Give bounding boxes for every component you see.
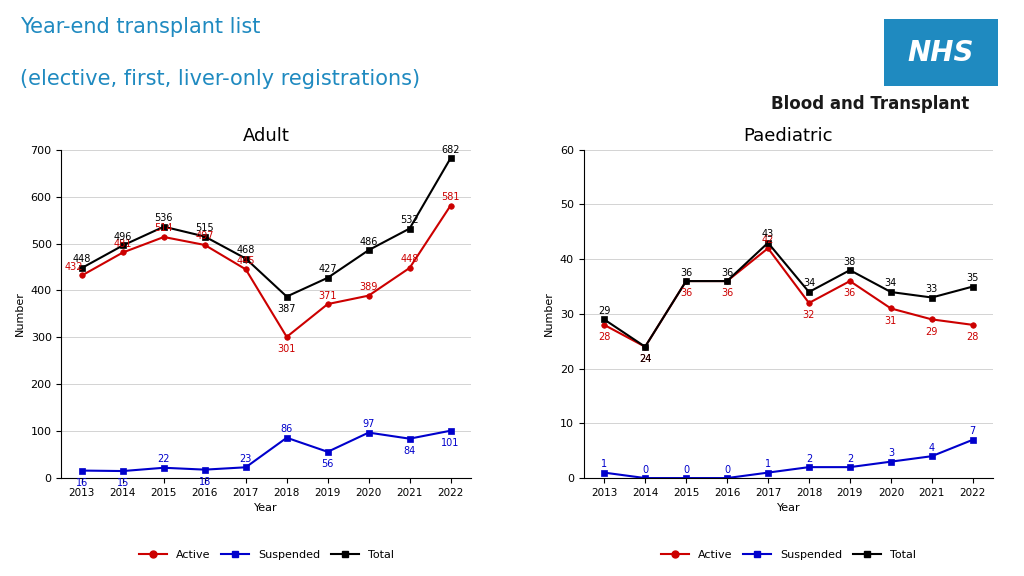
Text: 86: 86 (281, 424, 293, 434)
Text: 36: 36 (680, 267, 692, 278)
Text: 32: 32 (803, 310, 815, 320)
Text: 23: 23 (240, 454, 252, 464)
Text: 24: 24 (639, 354, 651, 364)
Text: 24: 24 (639, 354, 651, 364)
Text: 515: 515 (196, 223, 214, 233)
Text: 497: 497 (196, 232, 214, 241)
Text: 2: 2 (806, 453, 812, 464)
Text: 2: 2 (847, 453, 853, 464)
Text: 514: 514 (155, 223, 173, 233)
Text: 0: 0 (683, 464, 689, 475)
Text: 36: 36 (680, 289, 692, 298)
Text: 33: 33 (926, 284, 938, 294)
Text: 427: 427 (318, 264, 337, 274)
Text: 28: 28 (967, 332, 979, 342)
Title: Paediatric: Paediatric (743, 127, 834, 145)
Text: 682: 682 (441, 145, 460, 154)
Text: 0: 0 (642, 464, 648, 475)
Text: 1: 1 (601, 459, 607, 469)
Text: 29: 29 (926, 327, 938, 336)
Text: 15: 15 (117, 478, 129, 488)
Text: 22: 22 (158, 454, 170, 464)
Text: 4: 4 (929, 442, 935, 453)
Text: 84: 84 (403, 446, 416, 456)
Text: 481: 481 (114, 239, 132, 249)
Text: 532: 532 (400, 215, 419, 225)
Text: 16: 16 (76, 478, 88, 488)
X-axis label: Year: Year (254, 503, 279, 513)
Text: 0: 0 (724, 464, 730, 475)
Text: 432: 432 (65, 262, 83, 272)
Text: 496: 496 (114, 232, 132, 242)
Text: 36: 36 (844, 289, 856, 298)
Text: 536: 536 (155, 213, 173, 223)
Text: 486: 486 (359, 237, 378, 247)
Text: 1: 1 (765, 459, 771, 469)
Legend: Active, Suspended, Total: Active, Suspended, Total (656, 545, 921, 564)
Text: 3: 3 (888, 448, 894, 458)
Legend: Active, Suspended, Total: Active, Suspended, Total (134, 545, 398, 564)
Text: 18: 18 (199, 477, 211, 487)
Y-axis label: Number: Number (15, 291, 25, 336)
Text: 101: 101 (441, 438, 460, 448)
Text: 56: 56 (322, 459, 334, 469)
Text: 448: 448 (73, 255, 91, 264)
Text: 28: 28 (598, 332, 610, 342)
Text: 34: 34 (885, 278, 897, 289)
Text: 36: 36 (721, 289, 733, 298)
X-axis label: Year: Year (776, 503, 801, 513)
Text: NHS: NHS (907, 39, 974, 67)
Text: 371: 371 (318, 290, 337, 301)
Text: 445: 445 (237, 256, 255, 266)
Y-axis label: Number: Number (545, 291, 554, 336)
Title: Adult: Adult (243, 127, 290, 145)
Text: 387: 387 (278, 304, 296, 314)
Text: 42: 42 (762, 234, 774, 245)
Text: 448: 448 (400, 255, 419, 264)
Text: 581: 581 (441, 192, 460, 202)
Text: 97: 97 (362, 419, 375, 429)
Text: 301: 301 (278, 344, 296, 354)
Text: 7: 7 (970, 426, 976, 436)
Text: 468: 468 (237, 245, 255, 255)
Text: 31: 31 (885, 316, 897, 325)
Text: 35: 35 (967, 273, 979, 283)
Text: Year-end transplant list: Year-end transplant list (20, 17, 261, 37)
Text: (elective, first, liver-only registrations): (elective, first, liver-only registratio… (20, 69, 421, 89)
Text: 389: 389 (359, 282, 378, 292)
Text: 38: 38 (844, 256, 856, 267)
Text: 43: 43 (762, 229, 774, 239)
FancyBboxPatch shape (884, 19, 998, 86)
Text: 29: 29 (598, 306, 610, 316)
Text: Blood and Transplant: Blood and Transplant (771, 96, 970, 113)
Text: 34: 34 (803, 278, 815, 289)
Text: 36: 36 (721, 267, 733, 278)
